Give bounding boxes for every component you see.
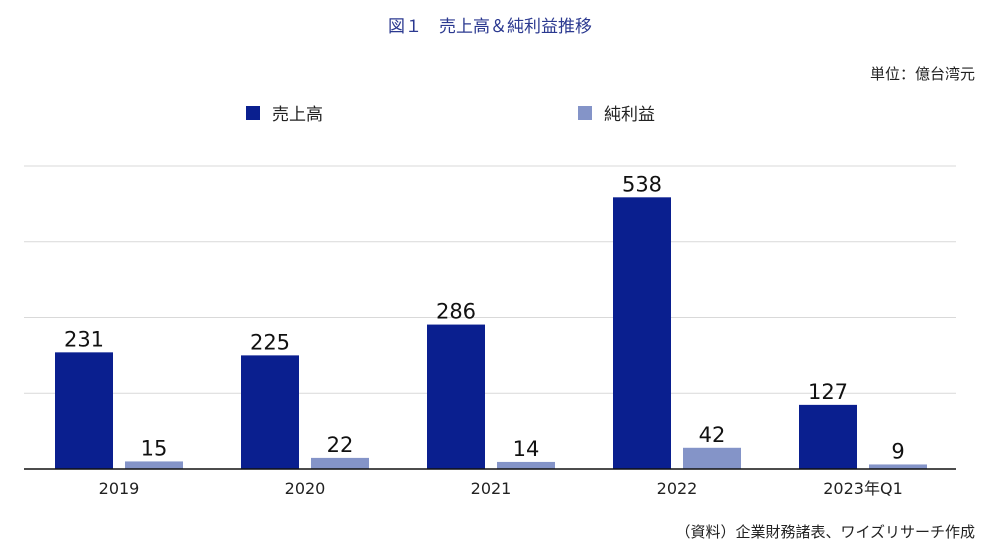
- x-tick-label: 2021: [471, 479, 512, 498]
- x-tick-label: 2022: [657, 479, 698, 498]
- bar-revenue: [55, 352, 113, 469]
- bar-revenue: [241, 355, 299, 469]
- legend-label-net-income: 純利益: [604, 105, 655, 125]
- x-axis-ticks: 2019 2020 2021 2022 2023年Q1: [99, 479, 903, 498]
- legend-label-revenue: 売上高: [272, 105, 323, 125]
- legend-swatch-revenue: [246, 106, 260, 120]
- data-label-net-income: 9: [891, 439, 904, 463]
- x-tick-label: 2019: [99, 479, 140, 498]
- data-label-revenue: 225: [250, 330, 290, 354]
- bars: [55, 197, 927, 469]
- data-label-revenue: 231: [64, 327, 104, 351]
- data-label-revenue: 538: [622, 172, 662, 196]
- data-labels: 231 15 225 22 286 14 538 42 127 9: [64, 172, 905, 463]
- data-label-net-income: 22: [327, 433, 354, 457]
- data-label-revenue: 127: [808, 380, 848, 404]
- chart-title: 図１ 売上高＆純利益推移: [388, 17, 592, 37]
- legend: 売上高 純利益: [246, 105, 655, 125]
- data-label-net-income: 42: [699, 423, 726, 447]
- x-tick-label: 2023年Q1: [823, 479, 903, 498]
- gridlines: [24, 165, 956, 394]
- x-tick-label: 2020: [285, 479, 326, 498]
- bar-net-income: [869, 464, 927, 469]
- bar-net-income: [683, 447, 741, 469]
- legend-swatch-net-income: [578, 106, 592, 120]
- bar-net-income: [125, 461, 183, 469]
- data-label-net-income: 15: [141, 436, 168, 460]
- source-note: （資料）企業財務諸表、ワイズリサーチ作成: [675, 523, 975, 541]
- data-label-revenue: 286: [436, 300, 476, 324]
- bar-net-income: [497, 461, 555, 469]
- bar-revenue: [613, 197, 671, 469]
- data-label-net-income: 14: [513, 437, 540, 461]
- bar-net-income: [311, 457, 369, 469]
- bar-revenue: [799, 404, 857, 469]
- unit-label: 単位：億台湾元: [870, 65, 975, 83]
- bar-revenue: [427, 324, 485, 469]
